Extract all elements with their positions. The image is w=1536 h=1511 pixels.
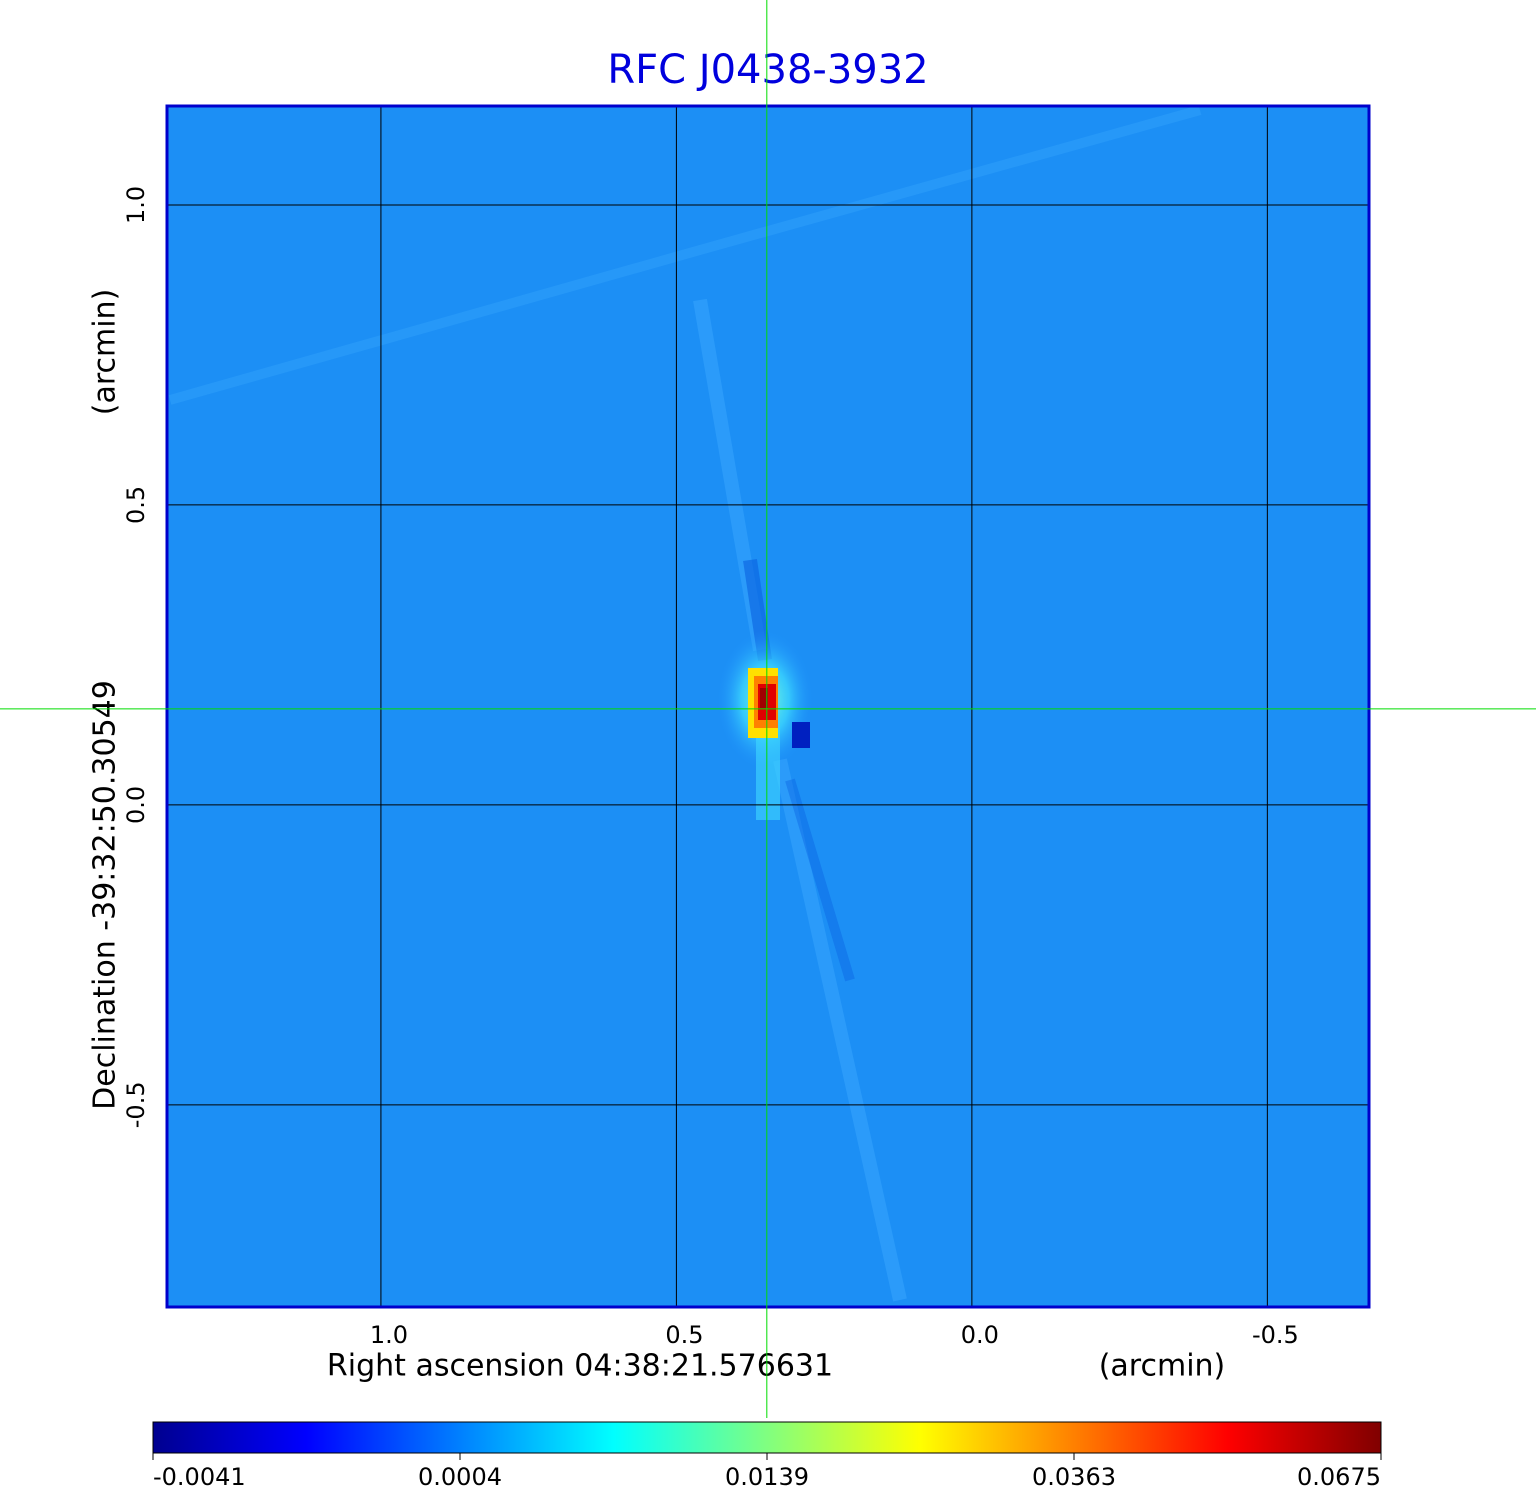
x-tick-label: 1.0: [370, 1321, 408, 1349]
colorbar-tick-label: 0.0004: [418, 1463, 502, 1491]
y-axis-unit: (arcmin): [88, 289, 123, 416]
y-tick-label: -0.5: [122, 1081, 150, 1128]
x-tick-label: 0.5: [665, 1321, 703, 1349]
x-tick-label: 0.0: [961, 1321, 999, 1349]
y-tick-label: 0.0: [122, 786, 150, 824]
image-features: [168, 105, 1202, 1302]
chart-title: RFC J0438-3932: [607, 47, 928, 93]
x-tick-label: -0.5: [1252, 1321, 1299, 1349]
y-tick-label: 1.0: [122, 186, 150, 224]
colorbar-tick-label: 0.0363: [1032, 1463, 1116, 1491]
plot-frame: [165, 104, 1371, 1309]
colorbar-tick-label: 0.0139: [725, 1463, 809, 1491]
colorbar: [152, 1421, 1382, 1454]
x-axis-unit: (arcmin): [1099, 1349, 1226, 1384]
colorbar-tick-label: 0.0675: [1297, 1463, 1381, 1491]
x-axis-label: Right ascension 04:38:21.576631: [327, 1349, 833, 1384]
grid: [167, 106, 1369, 1307]
y-axis-label: Declination -39:32:50.30549: [88, 680, 123, 1110]
colorbar-tick-label: -0.0041: [153, 1463, 246, 1491]
y-tick-label: 0.5: [122, 486, 150, 524]
